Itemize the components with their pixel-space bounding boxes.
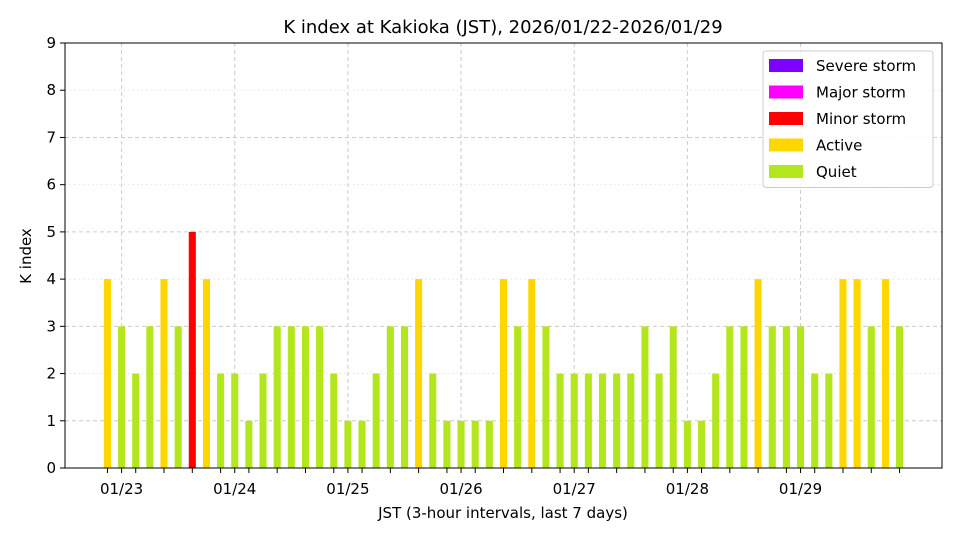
legend: Severe storm Major storm Minor storm Active… [762, 50, 934, 188]
y-tick-label: 7 [46, 128, 56, 146]
bar [259, 373, 267, 468]
x-tick-label: 01/24 [213, 480, 256, 498]
bar [372, 373, 380, 468]
x-tick-label: 01/27 [553, 480, 596, 498]
legend-label: Severe storm [816, 57, 916, 75]
y-tick-label: 8 [46, 81, 56, 99]
bar [896, 326, 904, 468]
bar [797, 326, 805, 468]
x-tick-label: 01/26 [439, 480, 482, 498]
bar [556, 373, 564, 468]
bar [160, 279, 168, 468]
x-axis-label: JST (3-hour intervals, last 7 days) [377, 504, 628, 522]
bar [287, 326, 295, 468]
y-axis: 0 1 2 3 4 5 6 7 8 9 [46, 34, 65, 477]
bar [570, 373, 578, 468]
bar [202, 279, 210, 468]
bar [528, 279, 536, 468]
bar [514, 326, 522, 468]
bar [627, 373, 635, 468]
bar [867, 326, 875, 468]
bar [217, 373, 225, 468]
y-tick-label: 6 [46, 176, 56, 194]
bar [740, 326, 748, 468]
bar [584, 373, 592, 468]
y-tick-label: 2 [46, 365, 56, 383]
bar [146, 326, 154, 468]
y-tick-label: 5 [46, 223, 56, 241]
bar [782, 326, 790, 468]
legend-swatch [769, 59, 803, 72]
bar [853, 279, 861, 468]
bar [768, 326, 776, 468]
bar [683, 420, 691, 468]
bar [542, 326, 550, 468]
bar [598, 373, 607, 468]
bar [188, 231, 196, 468]
bar [811, 373, 819, 468]
y-tick-label: 0 [46, 459, 56, 477]
y-tick-label: 3 [46, 317, 56, 335]
chart-title: K index at Kakioka (JST), 2026/01/22-202… [283, 17, 722, 38]
bar [471, 420, 479, 468]
bar [655, 373, 663, 468]
y-tick-label: 4 [46, 270, 56, 288]
legend-swatch [769, 138, 803, 152]
bar [118, 326, 126, 468]
bar [429, 373, 437, 468]
bar [485, 420, 493, 468]
bar [825, 373, 833, 468]
bar [400, 326, 409, 468]
bar [103, 279, 111, 468]
legend-box [762, 50, 934, 188]
bar [443, 420, 451, 468]
bar [245, 420, 253, 468]
bar [330, 373, 338, 468]
legend-label: Active [816, 137, 862, 155]
bar [754, 279, 762, 468]
bar [697, 420, 706, 468]
bar [386, 326, 394, 468]
legend-label: Major storm [816, 84, 906, 102]
y-tick-label: 9 [46, 34, 56, 52]
bar [415, 279, 423, 468]
bar [669, 326, 677, 468]
bar [344, 420, 352, 468]
bar [613, 373, 621, 468]
legend-swatch [769, 112, 803, 125]
x-axis: 01/23 01/24 01/25 01/26 01/27 01/28 01/29 [100, 468, 901, 498]
bar [726, 326, 734, 468]
bar [358, 420, 366, 468]
bar [881, 279, 889, 468]
bar [712, 373, 720, 468]
bar [839, 279, 847, 468]
x-tick-label: 01/25 [326, 480, 369, 498]
bar [457, 420, 465, 468]
x-tick-label: 01/29 [779, 480, 822, 498]
legend-swatch [769, 85, 803, 99]
x-tick-label: 01/28 [666, 480, 709, 498]
bar [499, 279, 508, 468]
bar [273, 326, 281, 468]
bar [316, 326, 324, 468]
bar [132, 373, 140, 468]
bars [103, 231, 904, 468]
legend-label: Quiet [816, 163, 857, 181]
bar [301, 326, 310, 468]
legend-swatch [769, 165, 803, 178]
bar [641, 326, 649, 468]
y-tick-label: 1 [46, 412, 56, 430]
x-tick-label: 01/23 [100, 480, 143, 498]
bar [174, 326, 182, 468]
bar [231, 373, 239, 468]
y-axis-label: K index [17, 228, 35, 284]
legend-label: Minor storm [816, 110, 906, 128]
